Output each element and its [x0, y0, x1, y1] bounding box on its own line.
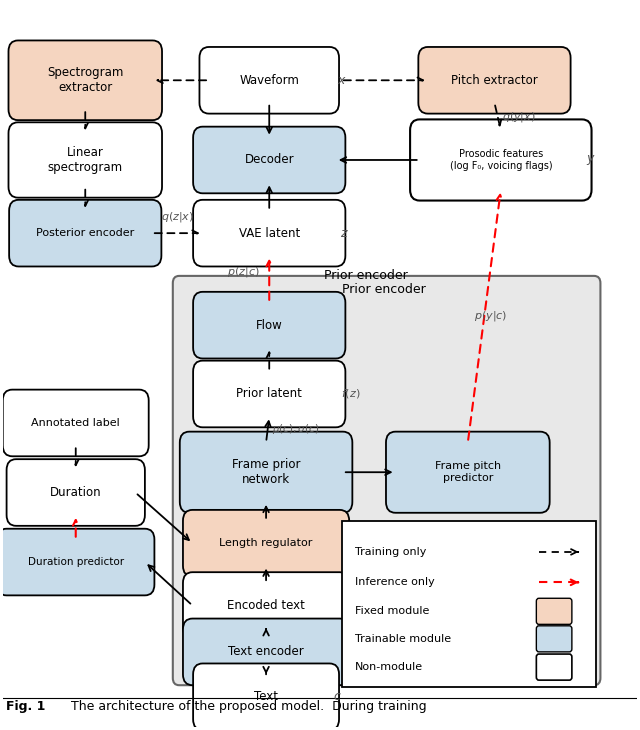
Text: $f(z)$: $f(z)$	[341, 388, 360, 401]
Text: Encoded text: Encoded text	[227, 599, 305, 612]
Text: $y$: $y$	[586, 153, 596, 167]
FancyBboxPatch shape	[193, 127, 346, 193]
Text: Duration predictor: Duration predictor	[28, 557, 124, 567]
FancyBboxPatch shape	[536, 626, 572, 652]
FancyBboxPatch shape	[536, 654, 572, 680]
Text: Flow: Flow	[256, 319, 283, 331]
Text: Text encoder: Text encoder	[228, 645, 304, 658]
Text: $\mu(c),\sigma(c)$: $\mu(c),\sigma(c)$	[273, 423, 320, 437]
Text: Prior latent: Prior latent	[236, 388, 302, 401]
Text: Length regulator: Length regulator	[220, 538, 313, 548]
Text: Pitch extractor: Pitch extractor	[451, 74, 538, 87]
FancyBboxPatch shape	[173, 276, 600, 685]
Text: Trainable module: Trainable module	[355, 634, 451, 644]
FancyBboxPatch shape	[193, 361, 346, 427]
Text: Prosodic features
(log F₀, voicing flags): Prosodic features (log F₀, voicing flags…	[449, 149, 552, 171]
FancyBboxPatch shape	[342, 520, 596, 688]
Text: Fixed module: Fixed module	[355, 607, 429, 616]
Text: VAE latent: VAE latent	[239, 226, 300, 239]
FancyBboxPatch shape	[193, 200, 346, 266]
FancyBboxPatch shape	[3, 390, 148, 456]
FancyBboxPatch shape	[0, 529, 154, 596]
Text: Non-module: Non-module	[355, 662, 423, 672]
Text: The architecture of the proposed model.  During training: The architecture of the proposed model. …	[55, 701, 426, 713]
Text: $p(y|c)$: $p(y|c)$	[474, 309, 508, 323]
Text: Prior encoder: Prior encoder	[342, 283, 426, 296]
Text: Inference only: Inference only	[355, 577, 435, 588]
Text: Fig. 1: Fig. 1	[6, 701, 45, 713]
Text: Annotated label: Annotated label	[31, 418, 120, 428]
Text: Prior encoder: Prior encoder	[324, 269, 408, 282]
FancyBboxPatch shape	[410, 120, 591, 201]
FancyBboxPatch shape	[193, 664, 339, 730]
FancyBboxPatch shape	[180, 431, 353, 512]
Text: Text: Text	[254, 691, 278, 703]
Text: $c$: $c$	[333, 691, 342, 703]
FancyBboxPatch shape	[193, 292, 346, 358]
FancyBboxPatch shape	[419, 47, 571, 114]
Text: Training only: Training only	[355, 547, 426, 557]
FancyBboxPatch shape	[386, 431, 550, 512]
Text: Waveform: Waveform	[239, 74, 299, 87]
FancyBboxPatch shape	[536, 599, 572, 624]
Text: Frame pitch
predictor: Frame pitch predictor	[435, 461, 501, 483]
Text: $z$: $z$	[340, 226, 349, 239]
FancyBboxPatch shape	[8, 123, 162, 198]
FancyBboxPatch shape	[183, 572, 349, 639]
Text: Decoder: Decoder	[244, 153, 294, 166]
FancyBboxPatch shape	[8, 40, 162, 120]
Text: Frame prior
network: Frame prior network	[232, 458, 300, 486]
FancyBboxPatch shape	[9, 200, 161, 266]
Text: Posterior encoder: Posterior encoder	[36, 228, 134, 238]
Text: $p(z|c)$: $p(z|c)$	[227, 265, 260, 279]
FancyBboxPatch shape	[183, 618, 349, 685]
Text: Spectrogram
extractor: Spectrogram extractor	[47, 66, 124, 94]
FancyBboxPatch shape	[6, 459, 145, 526]
FancyBboxPatch shape	[200, 47, 339, 114]
FancyBboxPatch shape	[183, 510, 349, 577]
Text: $q(z|x)$: $q(z|x)$	[161, 210, 194, 224]
Text: Duration: Duration	[50, 486, 102, 499]
Text: $x$: $x$	[337, 74, 347, 87]
Text: $q(y|x)$: $q(y|x)$	[502, 110, 536, 123]
Text: Linear
spectrogram: Linear spectrogram	[48, 146, 123, 174]
